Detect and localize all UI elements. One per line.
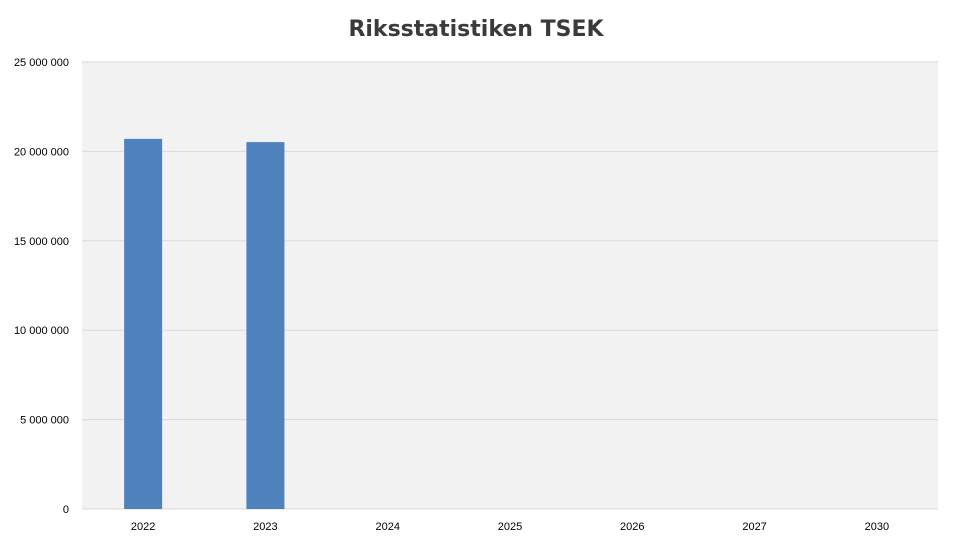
x-tick-label: 2024 [375,521,399,533]
x-tick-label: 2023 [253,521,277,533]
y-tick-label: 15 000 000 [14,236,69,248]
x-tick-label: 2025 [498,521,522,533]
bar-2022 [124,138,163,509]
y-tick-label: 0 [63,504,69,516]
x-tick-label: 2030 [865,521,889,533]
y-tick-label: 5 000 000 [20,415,69,427]
y-axis-tick-labels: 0 5 000 000 10 000 000 15 000 000 20 000 000… [14,57,69,516]
y-tick-label: 25 000 000 [14,57,69,69]
x-tick-label: 2027 [742,521,766,533]
y-tick-label: 10 000 000 [14,325,69,337]
plot-area [82,62,938,509]
gridlines [82,61,938,510]
bars [124,138,285,509]
bar-2023 [246,142,285,509]
x-axis-tick-labels: 2022 2023 2024 2025 2026 2027 2030 [131,521,889,533]
x-tick-label: 2022 [131,521,155,533]
y-tick-label: 20 000 000 [14,146,69,158]
x-tick-label: 2026 [620,521,644,533]
chart-title: Riksstatistiken TSEK [348,17,604,42]
